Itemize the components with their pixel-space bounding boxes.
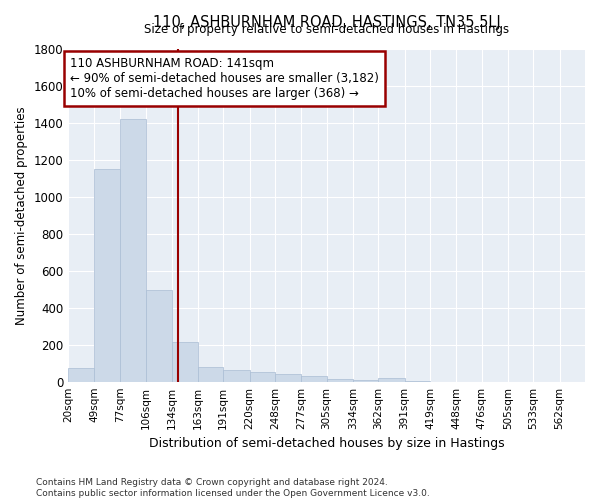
Text: 110 ASHBURNHAM ROAD: 141sqm
← 90% of semi-detached houses are smaller (3,182)
10: 110 ASHBURNHAM ROAD: 141sqm ← 90% of sem…: [70, 56, 379, 100]
X-axis label: Distribution of semi-detached houses by size in Hastings: Distribution of semi-detached houses by …: [149, 437, 505, 450]
Bar: [223, 370, 250, 382]
Bar: [301, 376, 326, 382]
Bar: [378, 378, 404, 382]
Bar: [198, 367, 223, 382]
Y-axis label: Number of semi-detached properties: Number of semi-detached properties: [15, 106, 28, 325]
Text: Contains HM Land Registry data © Crown copyright and database right 2024.
Contai: Contains HM Land Registry data © Crown c…: [36, 478, 430, 498]
Bar: [94, 170, 120, 382]
Bar: [275, 374, 301, 382]
Bar: [120, 120, 146, 382]
Bar: [404, 381, 430, 382]
Text: Size of property relative to semi-detached houses in Hastings: Size of property relative to semi-detach…: [144, 23, 509, 36]
Bar: [172, 342, 198, 382]
Bar: [250, 372, 275, 382]
Title: 110, ASHBURNHAM ROAD, HASTINGS, TN35 5LJ: 110, ASHBURNHAM ROAD, HASTINGS, TN35 5LJ: [153, 15, 500, 30]
Bar: [353, 380, 378, 382]
Bar: [146, 290, 172, 382]
Bar: [326, 379, 353, 382]
Bar: [68, 368, 94, 382]
